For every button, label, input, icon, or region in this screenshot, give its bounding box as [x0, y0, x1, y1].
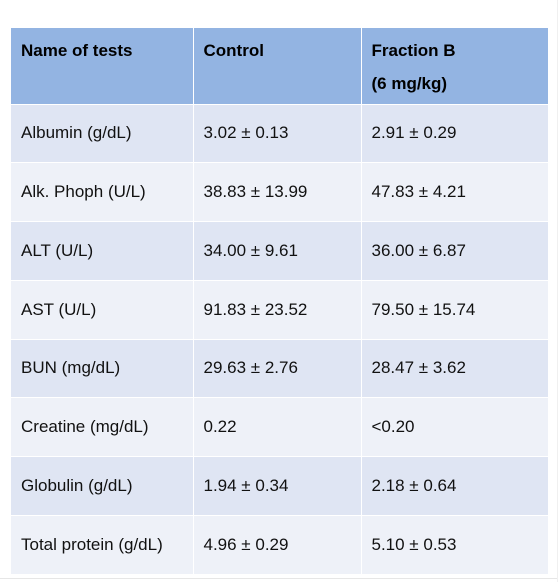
control-cell: 91.83 ± 23.52 — [193, 279, 362, 339]
test-name-cell: ALT (U/L) — [11, 221, 194, 281]
control-cell: 29.63 ± 2.76 — [193, 338, 362, 398]
fraction-b-cell: 36.00 ± 6.87 — [361, 221, 548, 281]
header-control: Control — [193, 28, 362, 104]
test-name-cell: Alk. Phoph (U/L) — [11, 162, 194, 222]
table-header: Name of tests Control Fraction B (6 mg/kg… — [11, 28, 548, 104]
table-row: Creatine (mg/dL) 0.22 <0.20 — [11, 397, 548, 457]
bottom-divider — [0, 578, 558, 579]
test-name-cell: BUN (mg/dL) — [11, 338, 194, 398]
control-cell: 3.02 ± 0.13 — [193, 103, 362, 163]
test-name-cell: Creatine (mg/dL) — [11, 397, 194, 457]
lab-results-table: Name of tests Control Fraction B (6 mg/kg… — [11, 28, 548, 574]
fraction-b-cell: 2.18 ± 0.64 — [361, 456, 548, 516]
table-row: Total protein (g/dL) 4.96 ± 0.29 5.10 ± … — [11, 514, 548, 574]
fraction-b-cell: 28.47 ± 3.62 — [361, 338, 548, 398]
control-cell: 34.00 ± 9.61 — [193, 221, 362, 281]
test-name-cell: AST (U/L) — [11, 279, 194, 339]
table-row: AST (U/L) 91.83 ± 23.52 79.50 ± 15.74 — [11, 279, 548, 339]
fraction-b-cell: 79.50 ± 15.74 — [361, 279, 548, 339]
control-cell: 38.83 ± 13.99 — [193, 162, 362, 222]
control-cell: 4.96 ± 0.29 — [193, 514, 362, 574]
header-row: Name of tests Control Fraction B (6 mg/kg… — [11, 28, 548, 104]
fraction-b-cell: 5.10 ± 0.53 — [361, 514, 548, 574]
fraction-b-cell: 2.91 ± 0.29 — [361, 103, 548, 163]
header-fraction-b: Fraction B (6 mg/kg) — [361, 28, 548, 104]
test-name-cell: Total protein (g/dL) — [11, 514, 194, 574]
header-fraction-b-label: Fraction B — [371, 41, 456, 60]
header-name-of-tests: Name of tests — [11, 28, 194, 104]
control-cell: 1.94 ± 0.34 — [193, 456, 362, 516]
fraction-b-cell: 47.83 ± 4.21 — [361, 162, 548, 222]
table-row: BUN (mg/dL) 29.63 ± 2.76 28.47 ± 3.62 — [11, 338, 548, 398]
table-row: Globulin (g/dL) 1.94 ± 0.34 2.18 ± 0.64 — [11, 456, 548, 516]
control-cell: 0.22 — [193, 397, 362, 457]
test-name-cell: Albumin (g/dL) — [11, 103, 194, 163]
table-row: Alk. Phoph (U/L) 38.83 ± 13.99 47.83 ± 4… — [11, 162, 548, 222]
fraction-b-cell: <0.20 — [361, 397, 548, 457]
test-name-cell: Globulin (g/dL) — [11, 456, 194, 516]
table-row: Albumin (g/dL) 3.02 ± 0.13 2.91 ± 0.29 — [11, 103, 548, 163]
table-row: ALT (U/L) 34.00 ± 9.61 36.00 ± 6.87 — [11, 221, 548, 281]
header-fraction-b-dose: (6 mg/kg) — [371, 74, 448, 93]
table-body: Albumin (g/dL) 3.02 ± 0.13 2.91 ± 0.29 A… — [11, 103, 548, 574]
